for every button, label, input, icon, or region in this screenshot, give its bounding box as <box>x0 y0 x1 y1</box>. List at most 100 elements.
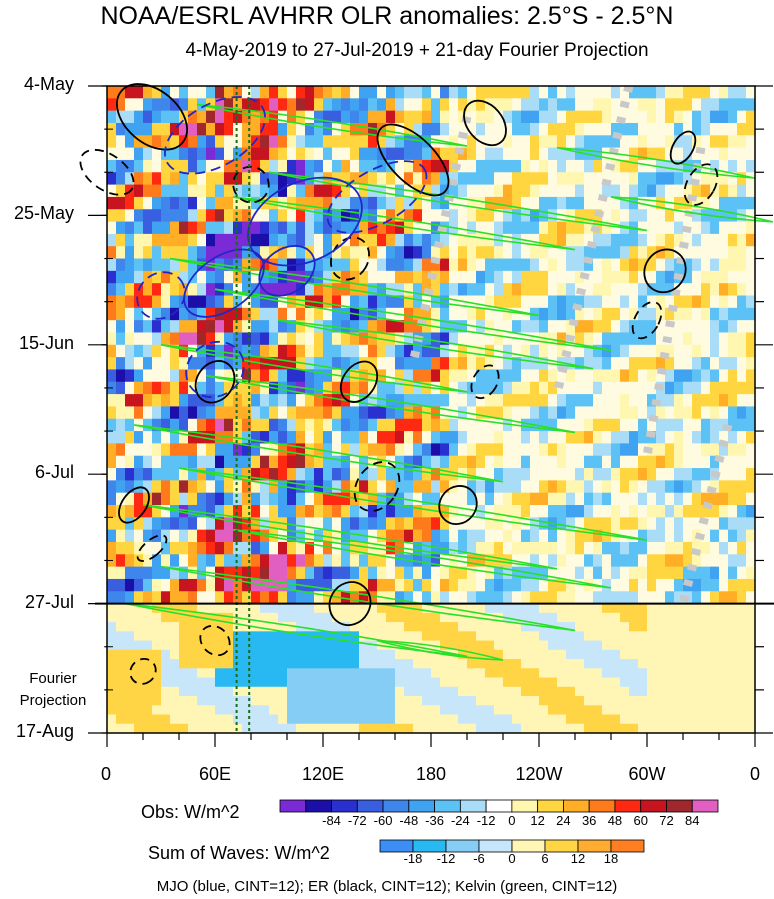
obs-cell <box>593 270 603 284</box>
obs-cell <box>539 418 549 432</box>
obs-cell <box>584 406 594 420</box>
projection-cell <box>332 649 342 660</box>
obs-cell <box>269 86 279 99</box>
projection-cell <box>647 603 657 614</box>
obs-cell <box>152 505 162 518</box>
projection-cell <box>161 723 171 734</box>
projection-cell <box>665 668 675 679</box>
obs-cell <box>134 209 144 223</box>
obs-cell <box>404 98 414 112</box>
projection-cell <box>737 677 747 688</box>
projection-cell <box>557 603 567 614</box>
obs-cell <box>683 529 693 543</box>
obs-cell <box>494 492 504 506</box>
obs-cell <box>242 554 252 568</box>
projection-cell <box>665 603 675 614</box>
obs-cell <box>296 431 306 444</box>
obs-cell <box>170 246 180 260</box>
projection-cell <box>593 723 603 734</box>
obs-cell <box>566 578 576 592</box>
projection-cell <box>665 705 675 716</box>
obs-cell <box>233 184 243 198</box>
obs-cell <box>170 135 180 149</box>
projection-cell <box>539 659 549 669</box>
projection-cell <box>557 649 567 660</box>
obs-cell <box>728 246 738 260</box>
obs-cell <box>260 147 270 161</box>
projection-cell <box>134 696 144 706</box>
obs-cell <box>161 184 171 198</box>
obs-cell <box>179 566 189 580</box>
projection-cell <box>656 622 666 632</box>
obs-cell <box>251 578 261 592</box>
er-contour <box>232 165 270 204</box>
obs-cell <box>674 566 684 580</box>
projection-cell <box>728 649 738 660</box>
obs-cell <box>323 394 333 408</box>
projection-cell <box>242 677 252 688</box>
projection-cell <box>692 714 702 725</box>
obs-cell <box>431 406 441 420</box>
projection-cell <box>305 649 315 660</box>
obs-cell <box>305 147 315 161</box>
obs-cell <box>467 147 477 161</box>
projection-cell <box>647 622 657 632</box>
obs-cell <box>413 369 423 383</box>
projection-cell <box>548 696 558 706</box>
obs-cell <box>386 233 396 247</box>
projection-cell <box>404 696 414 706</box>
obs-cell <box>692 554 702 568</box>
waves-colorbar-tick: -12 <box>436 851 456 866</box>
obs-cell <box>629 394 639 408</box>
projection-cell <box>404 686 414 697</box>
obs-cell <box>323 110 333 124</box>
projection-cell <box>107 622 117 632</box>
obs-cell <box>152 332 162 346</box>
projection-cell <box>224 723 234 734</box>
projection-cell <box>269 603 279 614</box>
obs-cell <box>584 505 594 518</box>
obs-cell <box>413 295 423 309</box>
projection-cell <box>638 686 648 697</box>
obs-cell <box>647 233 657 247</box>
obs-cell <box>386 492 396 506</box>
obs-cell <box>269 295 279 309</box>
projection-cell <box>404 659 414 669</box>
obs-cell <box>197 172 207 186</box>
projection-cell <box>575 649 585 660</box>
obs-cell <box>197 320 207 334</box>
obs-cell <box>638 209 648 223</box>
projection-cell <box>467 696 477 706</box>
fourier-projection-label: Fourier Projection <box>8 668 98 712</box>
obs-cell <box>386 443 396 457</box>
obs-cell <box>611 246 621 260</box>
obs-cell <box>620 135 630 149</box>
obs-cell <box>629 307 639 321</box>
obs-cell <box>602 184 612 198</box>
obs-cell <box>215 480 225 494</box>
obs-cell <box>629 295 639 309</box>
obs-colorbar-title: Obs: W/m^2 <box>141 802 240 822</box>
obs-cell <box>647 184 657 198</box>
obs-cell <box>638 98 648 112</box>
obs-cell <box>620 505 630 518</box>
projection-cell <box>224 668 234 679</box>
obs-cell <box>710 443 720 457</box>
obs-cell <box>377 554 387 568</box>
projection-cell <box>710 677 720 688</box>
obs-cell <box>296 221 306 235</box>
obs-cell <box>125 270 135 284</box>
projection-cell <box>404 649 414 660</box>
obs-cell <box>296 196 306 210</box>
projection-cell <box>206 705 216 716</box>
obs-cell <box>746 233 756 247</box>
obs-cell <box>575 184 585 198</box>
missing-data-streak <box>408 115 472 365</box>
projection-cell <box>602 612 612 623</box>
y-tick-label: 17-Aug <box>15 721 74 741</box>
obs-cell <box>620 233 630 247</box>
obs-cell <box>341 492 351 506</box>
projection-cell <box>449 631 459 642</box>
obs-cell <box>341 246 351 260</box>
obs-cell <box>404 369 414 383</box>
